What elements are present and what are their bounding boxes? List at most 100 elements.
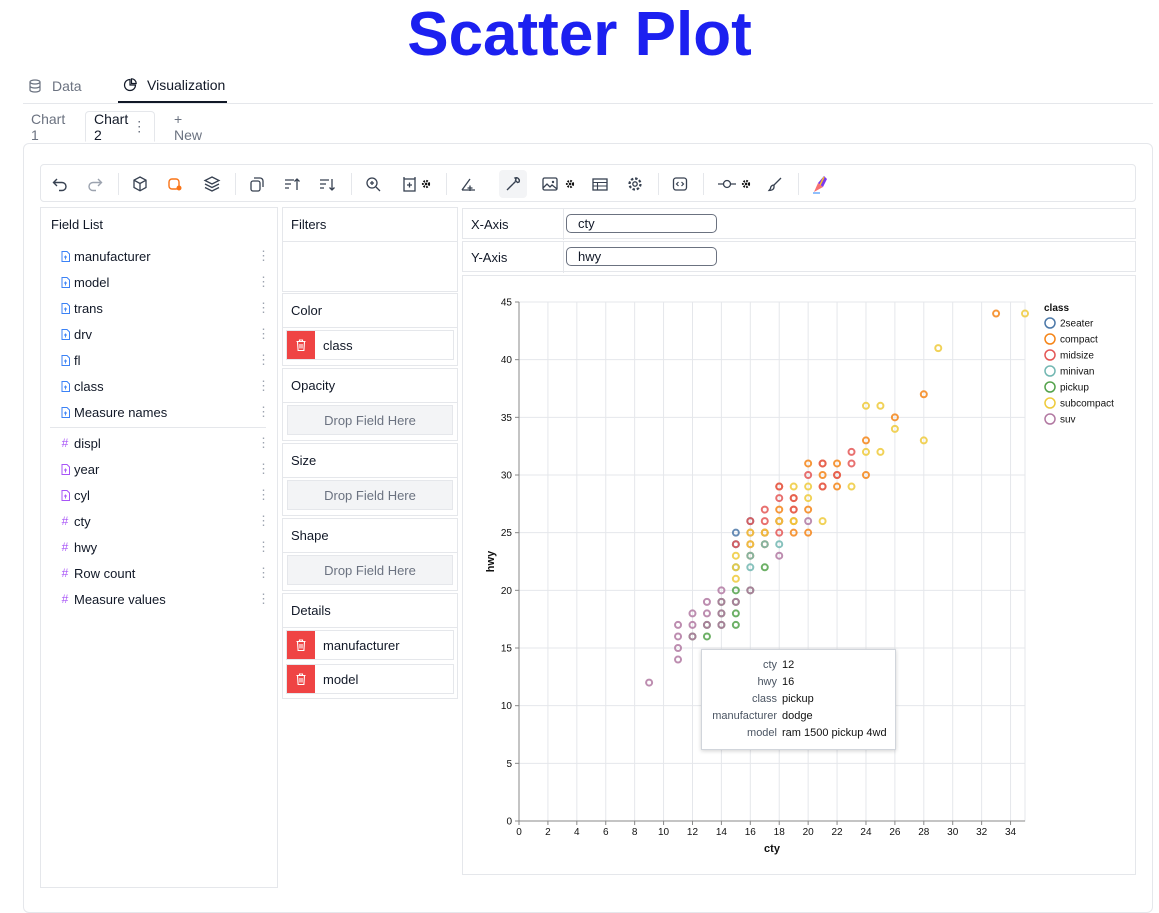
opacity-drop-zone[interactable]: Drop Field Here	[287, 405, 453, 435]
field-menu-icon[interactable]: ⋮	[257, 461, 270, 476]
tooltip-value: 16	[782, 676, 795, 688]
hash-icon: #	[61, 592, 69, 606]
measure-doc-icon	[60, 463, 70, 475]
field-menu-icon[interactable]: ⋮	[257, 352, 270, 367]
field-label: drv	[74, 326, 93, 342]
filters-shelf[interactable]: Filters	[282, 207, 458, 292]
size-icon[interactable]	[396, 170, 424, 198]
field-menu-icon[interactable]: ⋮	[257, 513, 270, 528]
node-icon[interactable]	[713, 170, 741, 198]
undo-icon[interactable]	[46, 170, 74, 198]
cube-icon[interactable]	[126, 170, 154, 198]
field-item[interactable]: # Row count ⋮	[60, 560, 270, 586]
field-menu-icon[interactable]: ⋮	[257, 274, 270, 289]
tab-chart-2-label: Chart 2	[94, 110, 129, 143]
tooltip-value: dodge	[782, 710, 813, 722]
gear-small-icon[interactable]	[563, 170, 577, 198]
opacity-title: Opacity	[283, 369, 457, 403]
redo-icon[interactable]	[81, 170, 109, 198]
zoom-icon[interactable]	[359, 170, 387, 198]
wrench-icon[interactable]	[499, 170, 527, 198]
shape-drop-zone[interactable]: Drop Field Here	[287, 555, 453, 585]
layers-icon[interactable]	[198, 170, 226, 198]
brush-icon[interactable]	[761, 170, 789, 198]
size-drop-zone[interactable]: Drop Field Here	[287, 480, 453, 510]
field-menu-icon[interactable]: ⋮	[257, 248, 270, 263]
field-item[interactable]: manufacturer ⋮	[60, 243, 270, 269]
field-list-panel: Field List	[40, 207, 278, 888]
field-item[interactable]: # hwy ⋮	[60, 534, 270, 560]
mark-icon[interactable]	[161, 170, 189, 198]
gear-small-icon[interactable]	[739, 170, 753, 198]
field-item[interactable]: drv ⋮	[60, 321, 270, 347]
field-item[interactable]: # Measure values ⋮	[60, 586, 270, 612]
color-field-label: class	[323, 337, 353, 353]
new-chart-button[interactable]: + New	[174, 110, 203, 143]
field-menu-icon[interactable]: ⋮	[257, 326, 270, 341]
transpose-icon[interactable]	[243, 170, 271, 198]
settings-icon[interactable]	[621, 170, 649, 198]
field-item[interactable]: fl ⋮	[60, 347, 270, 373]
details-title: Details	[283, 594, 457, 628]
text-field-icon	[60, 354, 70, 366]
tooltip-value: 12	[782, 659, 795, 671]
field-label: class	[74, 378, 104, 394]
field-label: model	[74, 274, 110, 290]
field-menu-icon[interactable]: ⋮	[257, 565, 270, 580]
field-menu-icon[interactable]: ⋮	[257, 300, 270, 315]
tab-chart-2[interactable]: Chart 2 ⋮	[85, 110, 156, 143]
axis-icon[interactable]	[454, 170, 482, 198]
details-field-label: manufacturer	[323, 637, 400, 653]
size-title: Size	[283, 444, 457, 478]
field-menu-icon[interactable]: ⋮	[257, 404, 270, 419]
x-axis-label: X-Axis	[471, 217, 509, 232]
main-tabs: Data Visualization	[23, 68, 1153, 104]
gear-small-icon[interactable]	[419, 170, 433, 198]
page-title: Scatter Plot	[407, 0, 752, 69]
field-item[interactable]: Measure names ⋮	[60, 399, 270, 425]
tab-chart-1[interactable]: Chart 1	[31, 110, 66, 143]
field-label: cyl	[74, 487, 90, 503]
field-menu-icon[interactable]: ⋮	[257, 487, 270, 502]
color-field-pill[interactable]: class	[286, 330, 454, 360]
field-menu-icon[interactable]: ⋮	[257, 591, 270, 606]
tab-visualization[interactable]: Visualization	[118, 68, 228, 103]
field-item[interactable]: trans ⋮	[60, 295, 270, 321]
field-item[interactable]: year ⋮	[60, 456, 270, 482]
measure-doc-icon	[60, 489, 70, 501]
tab-data[interactable]: Data	[28, 68, 82, 103]
text-field-icon	[60, 302, 70, 314]
x-axis-row: X-Axis cty	[462, 208, 1136, 240]
field-item[interactable]: # cty ⋮	[60, 508, 270, 534]
sort-ascending-icon[interactable]	[278, 170, 306, 198]
image-icon[interactable]	[536, 170, 564, 198]
x-axis-field-pill[interactable]: cty	[566, 214, 717, 233]
tab-menu-icon[interactable]: ⋮	[132, 118, 147, 134]
trash-icon[interactable]	[287, 331, 315, 359]
chart-panel	[462, 275, 1136, 875]
tab-data-label: Data	[52, 77, 82, 94]
field-item[interactable]: # displ ⋮	[60, 430, 270, 456]
field-label: trans	[74, 300, 103, 316]
trash-icon[interactable]	[287, 665, 315, 693]
field-item[interactable]: cyl ⋮	[60, 482, 270, 508]
field-menu-icon[interactable]: ⋮	[257, 539, 270, 554]
field-item[interactable]: class ⋮	[60, 373, 270, 399]
field-label: fl	[74, 352, 81, 368]
field-menu-icon[interactable]: ⋮	[257, 378, 270, 393]
pie-chart-icon	[123, 77, 137, 92]
painter-icon[interactable]	[807, 170, 835, 198]
y-axis-field-pill[interactable]: hwy	[566, 247, 717, 266]
filters-title: Filters	[283, 208, 457, 242]
table-icon[interactable]	[586, 170, 614, 198]
field-item[interactable]: model ⋮	[60, 269, 270, 295]
trash-icon[interactable]	[287, 631, 315, 659]
shape-title: Shape	[283, 519, 457, 553]
details-field-pill[interactable]: manufacturer	[286, 630, 454, 660]
sort-descending-icon[interactable]	[313, 170, 341, 198]
hash-icon: #	[61, 514, 69, 528]
text-field-icon	[60, 406, 70, 418]
field-menu-icon[interactable]: ⋮	[257, 435, 270, 450]
code-icon[interactable]	[666, 170, 694, 198]
details-field-pill[interactable]: model	[286, 664, 454, 694]
